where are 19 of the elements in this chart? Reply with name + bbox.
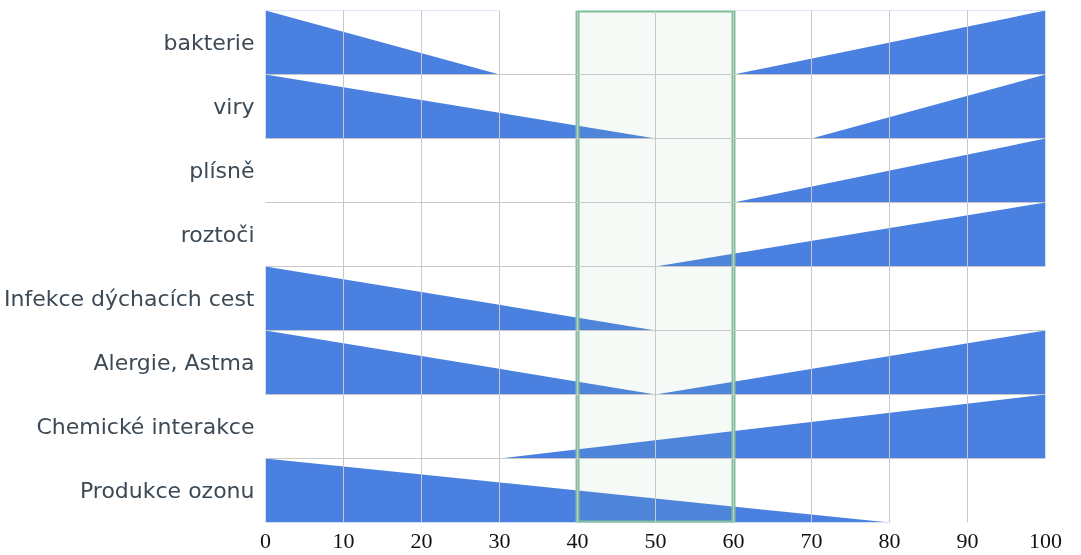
x-tick-label: 0	[260, 527, 271, 553]
x-tick-label: 90	[956, 527, 979, 553]
x-tick-label: 80	[878, 527, 901, 553]
x-tick-label: 70	[800, 527, 823, 553]
x-tick-label: 20	[410, 527, 433, 553]
x-tick-label: 60	[722, 527, 745, 553]
y-tick-label: bakterie	[163, 30, 255, 55]
x-tick-label: 10	[332, 527, 355, 553]
x-tick-label: 50	[644, 527, 667, 553]
y-tick-label: plísně	[189, 158, 255, 183]
y-tick-label: Infekce dýchacích cest	[3, 286, 255, 311]
y-tick-label: viry	[213, 94, 255, 119]
x-tick-label: 100	[1029, 527, 1062, 553]
x-tick-label: 40	[566, 527, 589, 553]
y-tick-label: Alergie, Astma	[93, 350, 255, 375]
y-tick-label: roztoči	[180, 222, 255, 247]
y-tick-label: Produkce ozonu	[79, 478, 255, 503]
y-tick-label: Chemické interakce	[36, 414, 255, 439]
x-tick-label: 30	[488, 527, 511, 553]
